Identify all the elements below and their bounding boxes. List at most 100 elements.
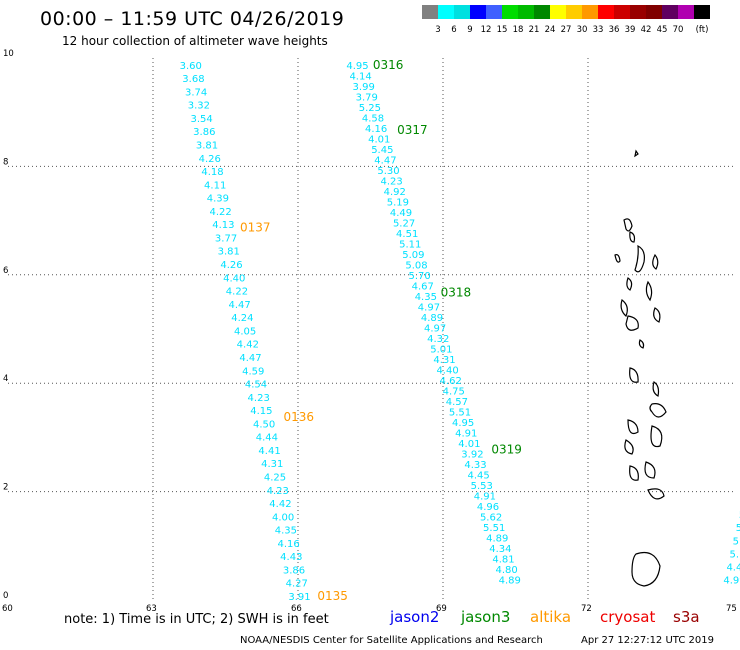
- island-outline: [625, 315, 639, 331]
- wave-height-value: 5.: [736, 523, 740, 534]
- wave-height-value: 4.97: [418, 303, 440, 314]
- wave-height-value: 4.81: [492, 555, 514, 566]
- wave-height-value: 3.99: [353, 82, 375, 93]
- generation-timestamp: Apr 27 12:27:12 UTC 2019: [581, 635, 714, 646]
- wave-height-value: 4.89: [486, 534, 508, 545]
- wave-height-value: 4.89: [499, 576, 521, 587]
- wave-height-value: 5.25: [359, 103, 381, 114]
- wave-height-value: 5.08: [405, 260, 427, 271]
- legend-label: 18: [512, 25, 524, 35]
- wave-height-value: 4.58: [362, 113, 384, 124]
- island-outline: [626, 277, 633, 291]
- wave-height-value: 3.92: [461, 450, 483, 461]
- island-outline: [627, 419, 639, 435]
- footnote: note: 1) Time is in UTC; 2) SWH is in fe…: [64, 612, 329, 627]
- wave-height-value: 3.54: [190, 114, 212, 125]
- map-subtitle: 12 hour collection of altimeter wave hei…: [62, 34, 328, 48]
- island-outline: [645, 280, 653, 302]
- credit-line: NOAA/NESDIS Center for Satellite Applica…: [240, 635, 543, 646]
- x-tick-label: 66: [291, 604, 302, 614]
- x-tick-label: 72: [581, 604, 592, 614]
- island-outline: [652, 253, 659, 270]
- x-tick-label: 75: [726, 604, 737, 614]
- wave-height-value: 5.53: [471, 481, 493, 492]
- wave-height-value: 4.47: [229, 300, 251, 311]
- wave-height-value: 4.67: [412, 282, 434, 293]
- satellite-key-jason2: jason2: [390, 608, 440, 626]
- wave-height-value: 4.40: [436, 366, 458, 377]
- wave-height-value: 3.74: [185, 87, 207, 98]
- wave-height-value: 3.60: [180, 61, 202, 72]
- wave-height-value: 4.62: [440, 376, 462, 387]
- x-tick-label: 69: [436, 604, 447, 614]
- legend-swatch: [502, 5, 518, 19]
- wave-height-value: 4.27: [286, 579, 308, 590]
- track-label: 0318: [441, 285, 472, 299]
- x-tick-label: 60: [2, 604, 13, 614]
- y-tick-label: 2: [3, 483, 8, 493]
- wave-height-value: 5.19: [387, 197, 409, 208]
- wave-height-value: 4.99: [723, 576, 740, 587]
- wave-height-value: 4.57: [446, 397, 468, 408]
- legend-label: 30: [576, 25, 588, 35]
- wave-height-value: 4.32: [427, 334, 449, 345]
- legend-label: 39: [624, 25, 636, 35]
- legend-swatch: [662, 5, 678, 19]
- wave-height-value: 4.45: [468, 471, 490, 482]
- wave-height-value: 4.35: [415, 292, 437, 303]
- satellite-key-jason3: jason3: [461, 608, 511, 626]
- legend-swatch: [518, 5, 534, 19]
- wave-height-value: 4.40: [223, 273, 245, 284]
- wave-height-value: 3.81: [196, 141, 218, 152]
- island-outline: [631, 551, 661, 587]
- legend-label: 70: [672, 25, 684, 35]
- wave-height-value: 4.95: [452, 418, 474, 429]
- wave-height-value: 5.70: [408, 271, 430, 282]
- wave-height-value: 4.95: [346, 61, 368, 72]
- legend-label: 6: [451, 25, 457, 35]
- island-outline: [653, 307, 661, 323]
- wave-height-value: 3.81: [218, 247, 240, 258]
- wave-height-value: 4.31: [261, 459, 283, 470]
- legend-swatch: [534, 5, 550, 19]
- track-label: 0319: [491, 443, 522, 457]
- track-label: 0136: [284, 410, 315, 424]
- island-outline: [634, 244, 645, 273]
- island-outline: [629, 367, 639, 383]
- legend-swatch: [598, 5, 614, 19]
- legend-label: 15: [496, 25, 508, 35]
- legend-swatch: [614, 5, 630, 19]
- wave-height-value: 4.42: [237, 340, 259, 351]
- wave-height-value: 4.33: [464, 460, 486, 471]
- wave-height-value: 4.23: [248, 393, 270, 404]
- wave-height-value: 4.11: [204, 180, 226, 191]
- map-title: 00:00 – 11:59 UTC 04/26/2019: [40, 8, 345, 30]
- wave-height-value: 4.00: [272, 512, 294, 523]
- island-outline: [623, 218, 633, 232]
- island-outline: [650, 425, 663, 448]
- wave-height-value: 4.16: [277, 539, 299, 550]
- wave-height-value: 4.05: [234, 326, 256, 337]
- legend-swatch: [566, 5, 582, 19]
- y-tick-label: 6: [3, 266, 8, 276]
- wave-height-value: 4.47: [374, 155, 396, 166]
- y-tick-label: 10: [3, 49, 14, 59]
- wave-height-value: 5.09: [402, 250, 424, 261]
- wave-height-value: 5.11: [399, 239, 421, 250]
- wave-height-value: 4.26: [199, 154, 221, 165]
- legend-swatch: [550, 5, 566, 19]
- wave-height-value: 4.01: [368, 134, 390, 145]
- wave-height-value: 4.23: [267, 486, 289, 497]
- track-label: 0135: [317, 589, 348, 603]
- legend-label: 9: [467, 25, 473, 35]
- wave-height-value: 4.97: [424, 324, 446, 335]
- wave-height-value: 5.51: [483, 523, 505, 534]
- wave-height-value: 4.24: [231, 313, 253, 324]
- wave-height-value: 4.50: [253, 419, 275, 430]
- legend-unit: (ft): [695, 25, 709, 35]
- axis-tick-labels: 60 63 66 69 72 75 0 2 4 6 8 10: [2, 49, 737, 614]
- island-outline: [614, 254, 621, 263]
- wave-height-value: 4.96: [477, 502, 499, 513]
- wave-height-value: 5.45: [371, 145, 393, 156]
- wave-height-value: 4.80: [495, 565, 517, 576]
